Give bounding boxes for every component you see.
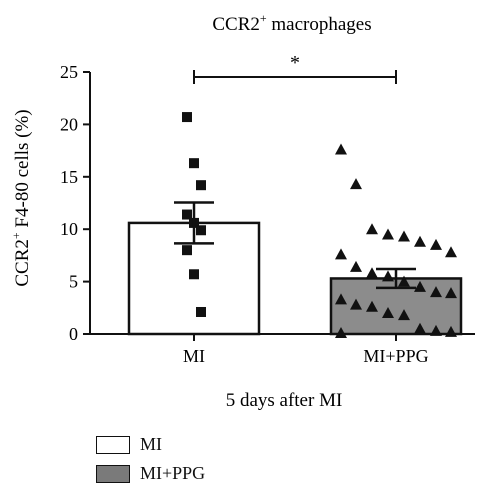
point-mi-ppg-3 <box>366 223 378 235</box>
y-tick-label-5: 5 <box>69 272 78 292</box>
point-mi-ppg-2 <box>350 178 362 190</box>
point-mi-ppg-7 <box>430 238 442 250</box>
point-mi-ppg-9 <box>335 248 347 260</box>
legend-swatch-mi-ppg <box>96 464 130 483</box>
point-mi-1 <box>182 112 192 123</box>
point-mi-ppg-19 <box>366 300 378 312</box>
point-mi-4 <box>182 209 192 220</box>
point-mi-9 <box>196 306 206 317</box>
point-mi-7 <box>182 245 192 256</box>
legend-item-mi: MI <box>96 434 162 455</box>
point-mi-ppg-23 <box>430 324 442 336</box>
y-tick-label-25: 25 <box>60 62 78 82</box>
point-mi-ppg-25 <box>335 326 347 338</box>
point-mi-ppg-5 <box>398 230 410 242</box>
point-mi-8 <box>189 269 199 280</box>
x-tick-label-2: MI+PPG <box>363 346 428 366</box>
point-mi-6 <box>196 225 206 236</box>
point-mi-ppg-6 <box>414 235 426 247</box>
y-tick-label-0: 0 <box>69 324 78 344</box>
point-mi-2 <box>189 158 199 169</box>
point-mi-3 <box>196 180 206 191</box>
legend-swatch-mi <box>96 435 130 454</box>
point-mi-ppg-17 <box>335 293 347 305</box>
x-axis-title: 5 days after MI <box>226 390 343 411</box>
point-mi-ppg-13 <box>398 275 410 287</box>
y-tick-label-20: 20 <box>60 114 78 134</box>
point-mi-ppg-1 <box>335 143 347 155</box>
point-mi-ppg-14 <box>414 280 426 292</box>
legend-label-mi: MI <box>140 434 162 454</box>
chart-svg: CCR2+ macrophages CCR2+ F4-80 cells (%) … <box>9 11 475 411</box>
y-axis-label: CCR2+ F4-80 cells (%) <box>9 109 33 286</box>
legend-label-mi-ppg: MI+PPG <box>140 463 206 483</box>
point-mi-ppg-8 <box>445 246 457 258</box>
point-mi-ppg-18 <box>350 298 362 310</box>
chart-title: CCR2+ macrophages <box>212 11 371 35</box>
point-mi-ppg-10 <box>350 260 362 272</box>
legend-item-mi-ppg: MI+PPG <box>96 463 205 484</box>
plot-area: 0 5 10 15 20 25 MI MI+PPG * <box>60 52 475 366</box>
point-mi-ppg-22 <box>414 322 426 334</box>
point-mi-ppg-15 <box>430 286 442 298</box>
point-mi-ppg-16 <box>445 287 457 299</box>
y-tick-label-15: 15 <box>60 167 78 187</box>
point-mi-ppg-24 <box>445 325 457 337</box>
point-mi-ppg-12 <box>382 270 394 282</box>
point-mi-ppg-4 <box>382 228 394 240</box>
significance-star: * <box>290 52 300 74</box>
point-mi-ppg-11 <box>366 267 378 279</box>
point-mi-ppg-20 <box>382 307 394 319</box>
y-tick-label-10: 10 <box>60 219 78 239</box>
point-mi-ppg-21 <box>398 309 410 321</box>
x-tick-label-1: MI <box>183 346 205 366</box>
